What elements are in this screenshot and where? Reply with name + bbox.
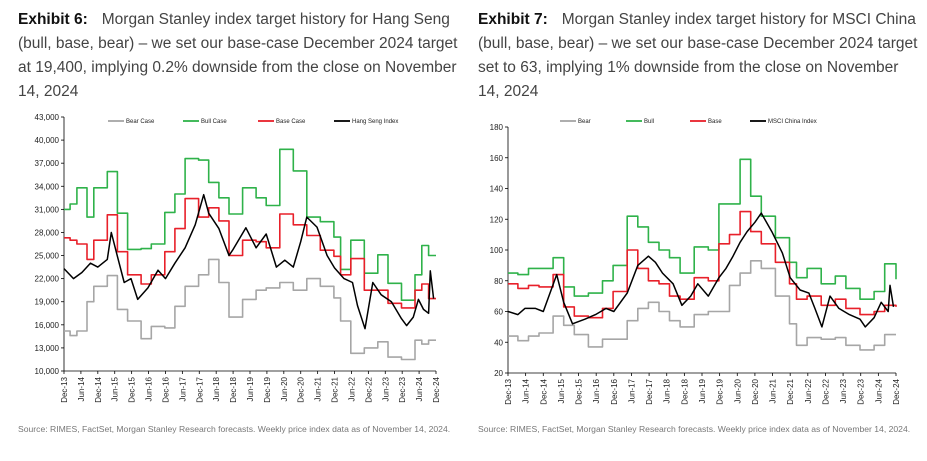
exhibit-6-panel: Exhibit 6: Morgan Stanley index target hi… <box>18 0 468 461</box>
exhibit-6-label: Exhibit 6: <box>18 11 88 28</box>
exhibit-7-title: Exhibit 7: Morgan Stanley index target hi… <box>478 8 918 104</box>
x-tick-label: Dec-24 <box>892 378 901 404</box>
y-tick-label: 40 <box>494 338 503 347</box>
y-tick-label: 60 <box>494 308 503 317</box>
x-tick-label: Jun-15 <box>557 378 566 403</box>
x-tick-label: Jun-15 <box>111 376 120 401</box>
x-tick-label: Dec-20 <box>297 376 306 402</box>
exhibit-6-title-text: Morgan Stanley index target history for … <box>18 11 458 100</box>
x-tick-label: Jun-14 <box>522 378 531 403</box>
x-tick-label: Jun-16 <box>145 376 154 401</box>
y-tick-label: 43,000 <box>35 113 60 122</box>
y-tick-label: 10,000 <box>35 367 60 376</box>
series-line-bear <box>508 260 896 351</box>
hang-seng-target-chart: 10,000 13,000 16,000 19,000 22,000 25,000 28,0… <box>35 113 441 403</box>
x-tick-label: Dec-16 <box>610 378 619 404</box>
exhibit-6-title: Exhibit 6: Morgan Stanley index target hi… <box>18 8 458 104</box>
y-tick-label: 80 <box>494 277 503 286</box>
y-tick-label: 22,000 <box>35 275 60 284</box>
x-tick-label: Jun-20 <box>280 376 289 401</box>
y-tick-label: 16,000 <box>35 321 60 330</box>
exhibit-7-source: Source: RIMES, FactSet, Morgan Stanley R… <box>478 424 911 434</box>
x-tick-label: Jun-14 <box>77 376 86 401</box>
series-line-bull-case <box>64 148 436 301</box>
x-tick-label: Jun-17 <box>178 376 187 401</box>
x-tick-label: Dec-20 <box>751 378 760 404</box>
x-tick-label: Jun-17 <box>627 378 636 403</box>
y-tick-label: 140 <box>490 185 504 194</box>
series-line-msci-china-index <box>507 212 895 328</box>
y-tick-label: 120 <box>490 215 504 224</box>
x-tick-label: Dec-16 <box>161 376 170 402</box>
y-tick-label: 19,000 <box>35 298 60 307</box>
x-tick-label: Jun-24 <box>415 376 424 401</box>
x-tick-label: Dec-18 <box>680 378 689 404</box>
x-tick-label: Dec-13 <box>60 376 69 402</box>
x-tick-label: Dec-15 <box>575 378 584 404</box>
x-tick-label: Jun-22 <box>804 378 813 403</box>
y-tick-label: 25,000 <box>35 252 60 261</box>
x-tick-label: Jun-21 <box>769 378 778 403</box>
x-tick-label: Dec-21 <box>786 378 795 404</box>
x-tick-label: Dec-22 <box>364 376 373 402</box>
y-tick-label: 37,000 <box>35 159 60 168</box>
legend-label-msci-china-index: MSCI China Index <box>768 119 817 125</box>
y-tick-label: 28,000 <box>35 228 60 237</box>
x-tick-label: Dec-15 <box>128 376 137 402</box>
y-tick-label: 100 <box>490 246 504 255</box>
y-tick-label: 40,000 <box>35 136 60 145</box>
x-tick-label: Jun-23 <box>381 376 390 401</box>
x-tick-label: Jun-24 <box>874 378 883 403</box>
y-tick-label: 31,000 <box>35 205 60 214</box>
x-tick-label: Dec-14 <box>94 376 103 402</box>
series-line-bull <box>508 158 897 300</box>
x-tick-label: Dec-14 <box>539 378 548 404</box>
y-tick-label: 180 <box>490 123 504 132</box>
series-line-bear-case <box>64 258 436 361</box>
legend-label-bear-case: Bear Case <box>126 119 155 125</box>
x-tick-label: Jun-18 <box>212 376 221 401</box>
x-tick-label: Dec-23 <box>857 378 866 404</box>
legend-label-base: Base <box>708 119 722 125</box>
x-tick-label: Jun-16 <box>592 378 601 403</box>
legend-label-bear: Bear <box>578 119 591 125</box>
x-tick-label: Jun-19 <box>698 378 707 403</box>
x-tick-label: Jun-22 <box>347 376 356 401</box>
x-tick-label: Dec-17 <box>195 376 204 402</box>
x-tick-label: Dec-21 <box>331 376 340 402</box>
legend-label-hang-seng-index: Hang Seng Index <box>352 119 398 125</box>
x-tick-label: Jun-20 <box>733 378 742 403</box>
series-line-base-case <box>64 197 436 309</box>
series-line-hang-seng-index <box>63 193 435 330</box>
x-tick-label: Dec-18 <box>229 376 238 402</box>
x-tick-label: Dec-24 <box>432 376 441 402</box>
y-tick-label: 20 <box>494 369 503 378</box>
x-tick-label: Jun-18 <box>663 378 672 403</box>
x-tick-label: Dec-22 <box>821 378 830 404</box>
exhibit-7-label: Exhibit 7: <box>478 11 548 28</box>
x-tick-label: Dec-19 <box>716 378 725 404</box>
legend-label-base-case: Base Case <box>276 119 306 125</box>
x-tick-label: Jun-19 <box>246 376 255 401</box>
legend-label-bull-case: Bull Case <box>201 119 227 125</box>
legend-label-bull: Bull <box>644 119 654 125</box>
x-tick-label: Jun-23 <box>839 378 848 403</box>
x-tick-label: Dec-13 <box>504 378 513 404</box>
y-tick-label: 160 <box>490 154 504 163</box>
msci-china-target-chart: 20 40 60 80 100 120 140 160 180 Dec-13 Jun-14 Dec-1… <box>490 119 901 405</box>
y-tick-label: 34,000 <box>35 182 60 191</box>
x-tick-label: Jun-21 <box>314 376 323 401</box>
x-tick-label: Dec-17 <box>645 378 654 404</box>
series-line-base <box>508 210 897 319</box>
y-tick-label: 13,000 <box>35 344 60 353</box>
x-tick-label: Dec-23 <box>398 376 407 402</box>
exhibit-7-title-text: Morgan Stanley index target history for … <box>478 11 918 100</box>
exhibit-6-source: Source: RIMES, FactSet, Morgan Stanley R… <box>18 424 451 434</box>
exhibit-7-panel: Exhibit 7: Morgan Stanley index target hi… <box>478 0 927 461</box>
x-tick-label: Dec-19 <box>263 376 272 402</box>
